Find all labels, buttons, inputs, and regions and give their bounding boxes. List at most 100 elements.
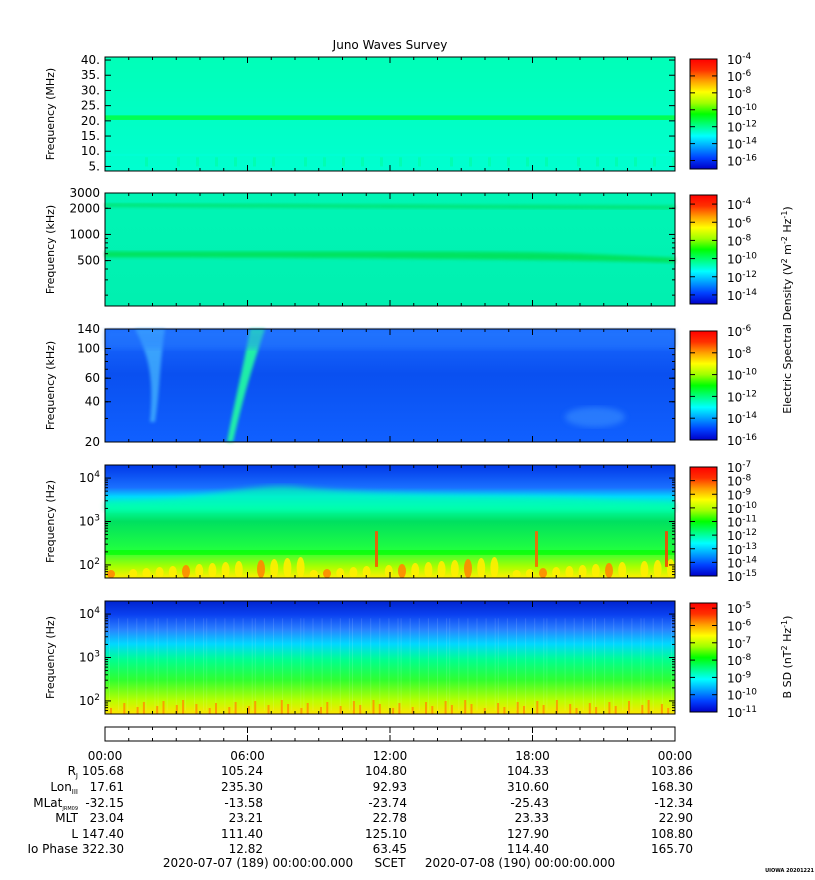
y-tick-label: 1000 bbox=[69, 227, 100, 241]
footer-scet: SCET bbox=[375, 856, 407, 870]
ephemeris-row-label: MLatJRM09 bbox=[33, 796, 78, 812]
colorbar: 10-6 10-8 10-10 10-12 10-14 10-16 bbox=[689, 324, 757, 448]
colorbar-tick-label: 10-8 bbox=[727, 653, 752, 668]
y-tick-label: 30. bbox=[81, 83, 100, 97]
ephemeris-value: 125.10 bbox=[365, 827, 407, 841]
ephemeris-value: 114.40 bbox=[507, 842, 549, 856]
y-tick-label: 15. bbox=[81, 129, 100, 143]
ephemeris-value: 168.30 bbox=[651, 780, 693, 794]
colorbar-tick-label: 10-4 bbox=[727, 197, 752, 212]
ephemeris-value: -13.58 bbox=[224, 796, 263, 810]
y-tick-label: 10. bbox=[81, 144, 100, 158]
colorbar-tick-label: 10-11 bbox=[727, 705, 757, 720]
colorbar-tick-label: 10-8 bbox=[727, 233, 752, 248]
colorbar-tick-label: 10-11 bbox=[727, 515, 757, 530]
footer-start-time: 2020-07-07 (189) 00:00:00.000 bbox=[163, 856, 353, 870]
colorbar-label-electric: Electric Spectral Density (V2 m-2 Hz-1) bbox=[780, 206, 794, 413]
ephemeris-value: 108.80 bbox=[651, 827, 693, 841]
ephemeris-value: 310.60 bbox=[507, 780, 549, 794]
colorbar-tick-label: 10-9 bbox=[727, 487, 752, 502]
ephemeris-value: 111.40 bbox=[221, 827, 263, 841]
colorbar-tick-label: 10-8 bbox=[727, 86, 752, 101]
colorbar: 10-5 10-6 10-7 10-8 10-9 10-10 10-11 bbox=[689, 601, 757, 720]
colorbar-tick-label: 10-6 bbox=[727, 69, 752, 84]
y-axis-label: Frequency (MHz) bbox=[44, 68, 57, 160]
ephemeris-row-label: MLT bbox=[55, 811, 78, 825]
colorbar-tick-label: 10-14 bbox=[727, 137, 757, 152]
ephemeris-value: 23.04 bbox=[90, 811, 124, 825]
colorbar-tick-label: 10-7 bbox=[727, 636, 751, 651]
spectrogram-image bbox=[105, 57, 675, 171]
colorbar: 10-4 10-6 10-8 10-10 10-12 10-14 bbox=[689, 194, 757, 305]
credit-label: UIOWA 20201221 bbox=[765, 868, 814, 874]
ephemeris-value: -25.43 bbox=[510, 796, 549, 810]
colorbar-tick-label: 10-8 bbox=[727, 474, 752, 489]
spectrogram-features bbox=[105, 485, 675, 578]
ephemeris-row-label: Io Phase bbox=[27, 842, 78, 856]
colorbar-tick-label: 10-13 bbox=[727, 542, 757, 557]
colorbar-tick-label: 10-14 bbox=[727, 555, 757, 570]
time-tick-label: 18:00 bbox=[515, 749, 550, 763]
ephemeris-value: 147.40 bbox=[82, 827, 124, 841]
ephemeris-value: 17.61 bbox=[90, 780, 124, 794]
ephemeris-value: -12.34 bbox=[654, 796, 693, 810]
ephemeris-value: 105.68 bbox=[82, 764, 124, 778]
y-tick-label: 5. bbox=[89, 159, 100, 173]
time-axis: 00:00 06:00 12:00 18:00 00:00 bbox=[88, 727, 692, 763]
y-tick-label: 60 bbox=[85, 371, 100, 385]
ephemeris-value: 92.93 bbox=[373, 780, 407, 794]
y-tick-label: 103 bbox=[79, 514, 100, 529]
ephemeris-row-label: RJ bbox=[68, 764, 78, 780]
colorbar-tick-label: 10-12 bbox=[727, 528, 757, 543]
spectrogram-image bbox=[105, 193, 675, 306]
ephemeris-value: 23.21 bbox=[229, 811, 263, 825]
footer-end-time: 2020-07-08 (190) 00:00:00.000 bbox=[425, 856, 615, 870]
time-tick-label: 12:00 bbox=[373, 749, 408, 763]
colorbar-tick-label: 10-6 bbox=[727, 215, 752, 230]
ephemeris-value: 235.30 bbox=[221, 780, 263, 794]
y-tick-label: 3000 bbox=[69, 186, 100, 200]
spectrogram-image bbox=[105, 601, 675, 714]
figure-title: Juno Waves Survey bbox=[332, 38, 448, 52]
y-axis-label: Frequency (kHz) bbox=[44, 205, 57, 294]
ephemeris-value: 23.33 bbox=[515, 811, 549, 825]
colorbar-tick-label: 10-4 bbox=[727, 52, 752, 67]
ephemeris-value: 105.24 bbox=[221, 764, 263, 778]
y-axis-label: Frequency (Hz) bbox=[44, 616, 57, 699]
colorbar-tick-label: 10-16 bbox=[727, 154, 757, 169]
ephemeris-row-label: L bbox=[71, 827, 78, 841]
colorbar-tick-label: 10-10 bbox=[727, 103, 757, 118]
colorbar-tick-label: 10-12 bbox=[727, 270, 757, 285]
colorbar-tick-label: 10-6 bbox=[727, 324, 752, 339]
ephemeris-value: 12.82 bbox=[229, 842, 263, 856]
y-tick-label: 102 bbox=[79, 693, 100, 708]
colorbar-tick-label: 10-15 bbox=[727, 569, 757, 584]
colorbar-tick-label: 10-8 bbox=[727, 346, 752, 361]
ephemeris-value: 165.70 bbox=[651, 842, 693, 856]
colorbar-tick-label: 10-6 bbox=[727, 618, 752, 633]
ephemeris-value: 103.86 bbox=[651, 764, 693, 778]
colorbar-tick-label: 10-12 bbox=[727, 389, 757, 404]
y-axis-label: Frequency (Hz) bbox=[44, 480, 57, 563]
spectrogram-panels: 5.10.15.20.25. 30.35.40. Frequency (MHz) 10… bbox=[44, 52, 757, 720]
y-tick-label: 25. bbox=[81, 99, 100, 113]
time-tick-label: 06:00 bbox=[230, 749, 265, 763]
ephemeris-value: -32.15 bbox=[85, 796, 124, 810]
panel-4: 102 103 104 Frequency (Hz) 10-710-810-910-10… bbox=[44, 460, 757, 584]
y-tick-label: 500 bbox=[77, 254, 100, 268]
colorbar-tick-label: 10-9 bbox=[727, 670, 752, 685]
colorbar-tick-label: 10-5 bbox=[727, 601, 751, 616]
colorbar-label-magnetic: B SD (nT2 Hz-1) bbox=[780, 616, 794, 699]
colorbar-tick-label: 10-10 bbox=[727, 501, 757, 516]
colorbar-tick-label: 10-10 bbox=[727, 252, 757, 267]
y-tick-label: 140 bbox=[77, 322, 100, 336]
y-tick-label: 20 bbox=[85, 435, 100, 449]
colorbar: 10-710-810-910-1010-1110-1210-1310-1410-… bbox=[689, 460, 757, 584]
ephemeris-table: RJ 105.68 105.24 104.80 104.33 103.86 LonIII 17… bbox=[27, 764, 693, 856]
y-tick-label: 35. bbox=[81, 68, 100, 82]
colorbar: 10-4 10-6 10-8 10-10 10-12 10-14 10-16 bbox=[689, 52, 757, 170]
ephemeris-value: 104.33 bbox=[507, 764, 549, 778]
